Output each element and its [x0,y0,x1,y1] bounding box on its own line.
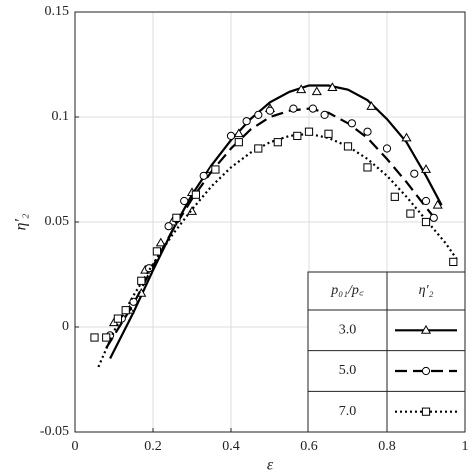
marker [199,171,208,180]
marker [308,104,317,113]
legend-header: p₀₁/p꜀ [330,283,364,298]
marker [186,206,198,215]
marker [429,213,438,222]
x-tick-label: 0.6 [300,439,318,454]
marker [406,209,415,218]
y-axis-label: η′₂ [13,213,30,230]
marker [233,128,244,138]
marker [234,138,243,147]
marker [180,196,189,206]
marker [420,164,432,173]
y-tick-label: 0.1 [52,109,70,124]
marker [102,333,111,342]
y-tick-label: -0.05 [40,424,69,439]
legend-label: 7.0 [339,404,357,419]
y-tick-label: 0.15 [45,4,70,19]
marker [401,132,412,142]
marker [421,196,431,206]
legend-label: 3.0 [339,323,357,338]
marker [390,192,399,201]
x-axis-label: ε [267,457,274,474]
marker [296,84,307,94]
marker [324,129,333,138]
marker [304,127,314,136]
marker [421,217,431,227]
marker [152,247,162,256]
marker [211,165,220,174]
marker [363,163,372,172]
marker [347,119,356,128]
legend-header: η′₂ [419,283,434,298]
marker [242,117,251,126]
marker [90,333,99,342]
x-tick-label: 0 [72,439,79,454]
marker [121,306,130,315]
x-tick-label: 0.4 [222,439,240,454]
x-tick-label: 0.8 [378,439,396,454]
marker [145,264,154,273]
marker [113,314,123,323]
marker [155,237,166,247]
marker [254,110,263,120]
marker [432,199,443,209]
marker [320,110,329,120]
fit-curve [97,132,459,368]
marker [366,101,377,110]
marker [363,127,372,136]
fit-curve [105,107,439,349]
marker [164,222,173,231]
marker [226,131,236,140]
marker [191,190,201,199]
plot-frame [74,11,466,433]
x-tick-label: 0.2 [144,439,162,454]
marker [273,138,282,147]
x-tick-label: 1 [462,439,469,454]
marker [289,104,298,113]
marker [129,297,138,306]
marker [137,276,146,285]
marker [410,169,419,178]
marker [172,213,181,222]
y-tick-label: 0 [62,319,69,334]
y-tick-label: 0.05 [45,214,70,229]
marker [421,366,431,376]
marker [254,144,263,153]
marker [343,142,353,151]
marker [265,106,275,115]
marker [311,86,322,96]
legend-label: 5.0 [339,363,357,378]
marker [327,82,338,91]
marker [449,257,458,266]
marker [420,324,432,334]
marker [293,131,302,141]
marker [382,144,392,153]
marker [421,407,431,416]
